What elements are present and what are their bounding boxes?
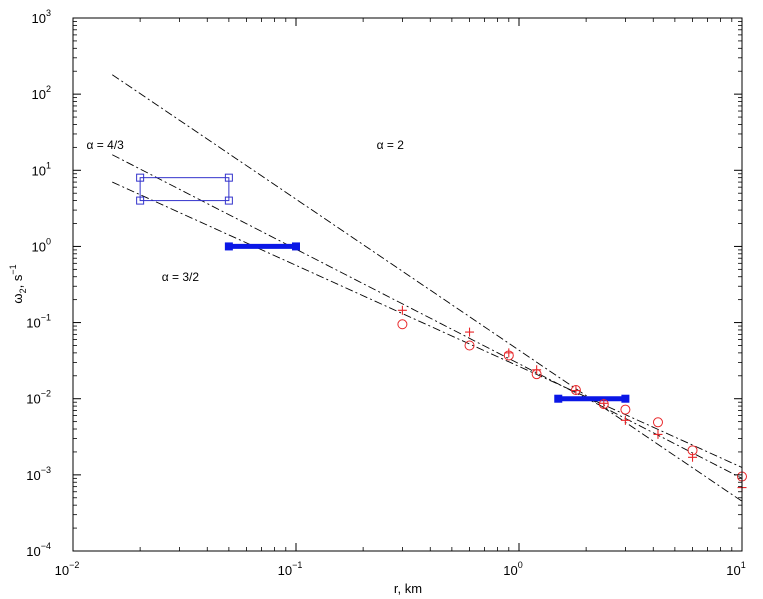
segment-end-marker — [224, 242, 233, 251]
plus-point — [532, 365, 542, 375]
reference-line-label: α = 3/2 — [162, 270, 200, 284]
segment-end-marker — [621, 394, 630, 403]
segment-end-marker — [554, 394, 563, 403]
reference-line — [112, 74, 743, 502]
y-tick-label: 10−2 — [26, 389, 51, 407]
y-tick-label: 100 — [32, 236, 51, 254]
box-corner-marker — [136, 196, 145, 205]
measurement-box — [139, 177, 230, 202]
plus-point — [620, 415, 630, 425]
circle-point — [397, 319, 408, 330]
plus-point — [571, 386, 581, 396]
box-corner-marker — [224, 196, 233, 205]
reference-lines — [112, 74, 743, 502]
plus-point — [688, 452, 698, 462]
reference-line — [112, 181, 743, 468]
x-tick-label: 10−1 — [278, 560, 303, 578]
y-tick-label: 10−4 — [26, 541, 51, 559]
y-tick-label: 10−1 — [26, 313, 51, 331]
reference-line-label: α = 2 — [377, 138, 405, 152]
y-tick-label: 10−3 — [26, 465, 51, 483]
segment-end-marker — [292, 242, 300, 251]
circle-point — [464, 340, 475, 351]
reference-line-labels: α = 2 α = 4/3 α = 3/2 — [87, 138, 405, 284]
y-axis-label: ω2, s−1 — [8, 264, 28, 303]
minor-ticks — [73, 18, 742, 551]
major-ticks — [72, 17, 743, 552]
plot-frame — [72, 17, 743, 552]
measurement-boxes — [136, 173, 233, 205]
circle-point — [620, 404, 631, 415]
plus-point — [465, 327, 475, 337]
y-tick-label: 103 — [32, 8, 51, 26]
plus-point — [397, 305, 407, 315]
x-tick-label: 100 — [503, 560, 522, 578]
circle-point — [652, 417, 663, 428]
plus-point — [599, 398, 609, 408]
box-corner-marker — [136, 173, 145, 182]
plus-point — [653, 429, 663, 439]
measurement-segments — [224, 242, 630, 403]
x-tick-label: 10−2 — [55, 560, 80, 578]
plus-point — [504, 348, 514, 358]
x-tick-label: 101 — [726, 560, 745, 578]
box-corner-marker — [224, 173, 233, 182]
reference-line-label: α = 4/3 — [87, 138, 125, 152]
x-axis-label: r, km — [394, 581, 422, 596]
y-tick-label: 102 — [32, 84, 51, 102]
reference-line — [112, 154, 743, 479]
y-tick-label: 101 — [32, 160, 51, 178]
tick-labels: 10−2 10−1 100 101 10−4 10−3 10−2 10−1 100 101 102 1… — [26, 8, 745, 578]
